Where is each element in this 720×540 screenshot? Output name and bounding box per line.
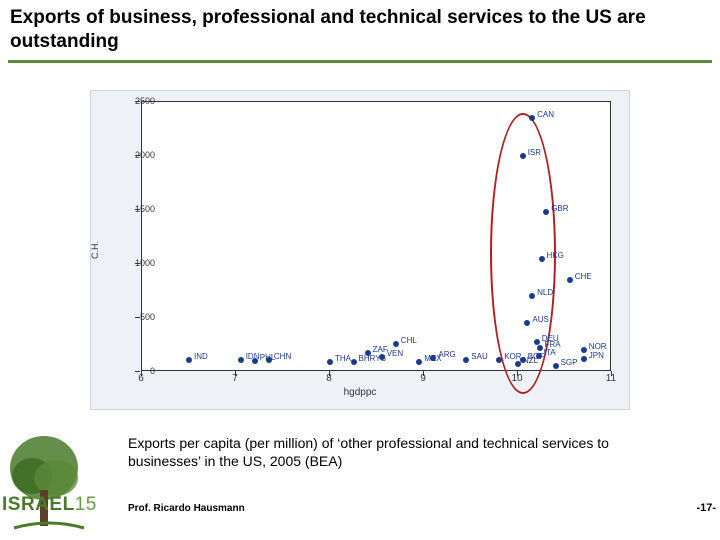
data-point: NLD — [529, 293, 535, 299]
point-marker — [534, 339, 540, 345]
point-marker — [581, 347, 587, 353]
data-point: BHRYS — [351, 359, 357, 365]
point-marker — [186, 357, 192, 363]
logo-text: ISRAEL — [2, 494, 75, 515]
x-tick-label: 9 — [420, 373, 426, 384]
title-underline — [8, 60, 712, 63]
point-marker — [463, 357, 469, 363]
title-underline-wrap — [0, 60, 720, 63]
point-label: VEN — [387, 349, 403, 358]
footer: ISRAEL15 Prof. Ricardo Hausmann -17- — [0, 482, 720, 540]
point-label: NLD — [537, 288, 553, 297]
point-label: AUS — [532, 315, 548, 324]
point-label: IDN — [246, 352, 260, 361]
y-tick-label: 1500 — [135, 204, 155, 214]
chart-panel: C.H. CANISRGBRHKGCHENLDAUSDEUFRAITANORJP… — [90, 90, 630, 410]
point-marker — [529, 293, 535, 299]
point-label: SAU — [471, 352, 487, 361]
point-marker — [543, 209, 549, 215]
y-tick-label: 500 — [140, 312, 155, 322]
data-point: DEU — [534, 339, 540, 345]
point-label: ITA — [544, 348, 556, 357]
y-tick-label: 2000 — [135, 150, 155, 160]
point-label: ISR — [528, 148, 541, 157]
y-tick-label: 0 — [150, 366, 155, 376]
point-label: CHN — [274, 352, 291, 361]
point-marker — [351, 359, 357, 365]
point-label: HKG — [547, 251, 564, 260]
data-point: SGP — [553, 363, 559, 369]
chart-caption: Exports per capita (per million) of ‘oth… — [128, 435, 648, 470]
page-title: Exports of business, professional and te… — [0, 0, 720, 58]
data-point: CAN — [529, 115, 535, 121]
page-number: -17- — [696, 502, 716, 514]
point-label: CHE — [575, 272, 592, 281]
point-label: NOR — [589, 342, 607, 351]
x-tick-label: 11 — [606, 373, 616, 384]
data-point: CHE — [567, 277, 573, 283]
point-label: CAN — [537, 110, 554, 119]
point-label: NZL — [523, 356, 538, 365]
point-marker — [537, 345, 543, 351]
tree-icon — [4, 428, 94, 538]
point-label: PHL — [260, 353, 276, 362]
footer-logo: ISRAEL15 — [2, 494, 97, 516]
y-tick — [135, 371, 140, 372]
point-marker — [515, 361, 521, 367]
data-point: JPN — [581, 356, 587, 362]
point-label: KOR — [504, 352, 521, 361]
point-label: BHRYS — [359, 354, 386, 363]
data-point: GBR — [543, 209, 549, 215]
point-marker — [539, 256, 545, 262]
point-label: ZAF — [373, 345, 388, 354]
author-name: Prof. Ricardo Hausmann — [128, 503, 245, 514]
point-label: CHL — [401, 336, 417, 345]
point-marker — [327, 359, 333, 365]
data-point: CHL — [393, 341, 399, 347]
y-axis-title: C.H. — [90, 241, 100, 259]
point-marker — [524, 320, 530, 326]
point-marker — [496, 357, 502, 363]
x-axis-title: hgdppc — [344, 387, 377, 398]
point-marker — [567, 277, 573, 283]
data-point: IDN — [238, 357, 244, 363]
data-point: MEX — [416, 359, 422, 365]
x-tick-label: 10 — [511, 373, 522, 384]
data-point: KOR — [496, 357, 502, 363]
x-tick-label: 8 — [326, 373, 332, 384]
point-marker — [238, 357, 244, 363]
data-point: NZL — [515, 361, 521, 367]
data-point: THA — [327, 359, 333, 365]
x-tick-label: 7 — [232, 373, 238, 384]
point-marker — [416, 359, 422, 365]
plot-area: CANISRGBRHKGCHENLDAUSDEUFRAITANORJPNSGPB… — [141, 101, 611, 371]
data-point: HKG — [539, 256, 545, 262]
data-point: SAU — [463, 357, 469, 363]
point-marker — [393, 341, 399, 347]
data-point: FRA — [537, 345, 543, 351]
point-marker — [553, 363, 559, 369]
y-tick-label: 2500 — [135, 96, 155, 106]
point-label: GBR — [551, 204, 568, 213]
data-point: IND — [186, 357, 192, 363]
point-label: THA — [335, 354, 351, 363]
data-point: ISR — [520, 153, 526, 159]
point-label: IND — [194, 352, 208, 361]
x-tick-label: 6 — [138, 373, 144, 384]
point-marker — [581, 356, 587, 362]
y-tick-label: 1000 — [135, 258, 155, 268]
point-label: JPN — [589, 351, 604, 360]
point-marker — [520, 153, 526, 159]
point-label: SGP — [561, 358, 578, 367]
point-marker — [529, 115, 535, 121]
data-point: NOR — [581, 347, 587, 353]
point-label: MEX — [424, 354, 441, 363]
logo-number: 15 — [75, 494, 97, 515]
data-point: AUS — [524, 320, 530, 326]
